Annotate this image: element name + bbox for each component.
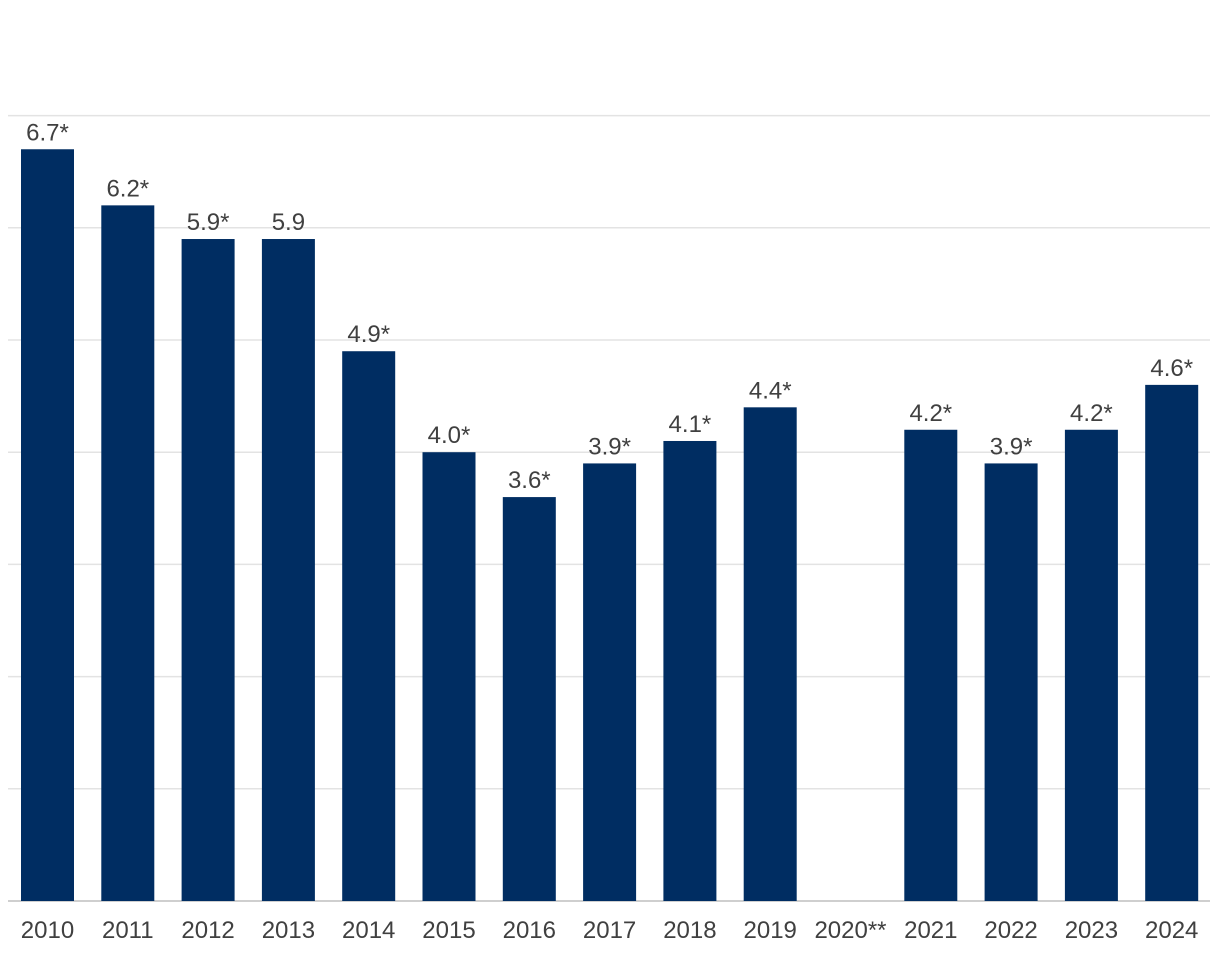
x-tick-label: 2014 xyxy=(342,917,395,944)
bar-2015 xyxy=(422,452,476,901)
x-tick-label: 2017 xyxy=(583,917,636,944)
x-tick-label: 2019 xyxy=(744,917,797,944)
x-tick-label: 2022 xyxy=(984,917,1037,944)
data-label: 4.0* xyxy=(428,422,471,449)
data-label: 6.2* xyxy=(106,175,149,202)
x-tick-label: 2012 xyxy=(181,917,234,944)
bar-2013 xyxy=(261,239,315,901)
x-axis-tick-labels: 2010 2011 2012 2013 2014 2015 2016 2017 2018 2019… xyxy=(21,917,1199,944)
data-label: 3.9* xyxy=(990,433,1033,460)
data-label: 4.1* xyxy=(669,411,712,438)
bar-2022 xyxy=(984,463,1038,901)
data-label: 4.2* xyxy=(1070,400,1113,427)
data-label: 4.9* xyxy=(347,321,390,348)
x-tick-label: 2021 xyxy=(904,917,957,944)
x-tick-label: 2023 xyxy=(1065,917,1118,944)
bar-2021 xyxy=(904,429,958,901)
x-tick-label: 2010 xyxy=(21,917,74,944)
x-tick-label: 2016 xyxy=(503,917,556,944)
x-tick-label: 2015 xyxy=(422,917,475,944)
x-tick-label: 2020** xyxy=(814,917,886,944)
x-tick-label: 2011 xyxy=(102,917,154,944)
bar-2014 xyxy=(342,351,396,902)
data-label: 3.9* xyxy=(588,433,631,460)
bar-2018 xyxy=(663,440,717,901)
data-label: 5.9 xyxy=(272,209,305,236)
bar-2023 xyxy=(1064,429,1118,901)
data-label: 4.6* xyxy=(1150,355,1193,382)
bars xyxy=(21,149,1199,902)
data-label: 3.6* xyxy=(508,467,551,494)
x-tick-label: 2013 xyxy=(262,917,315,944)
bar-2016 xyxy=(502,497,556,901)
data-label: 6.7* xyxy=(26,119,69,146)
data-label: 4.4* xyxy=(749,377,792,404)
data-labels: 6.7* 6.2* 5.9* 5.9 4.9* 4.0* 3.6* 3.9* 4.1* 4.4* 4… xyxy=(26,119,1193,494)
bar-2011 xyxy=(101,205,155,902)
bar-2024 xyxy=(1145,384,1199,901)
bar-2010 xyxy=(21,149,74,901)
data-label: 4.2* xyxy=(909,400,952,427)
x-tick-label: 2024 xyxy=(1145,917,1198,944)
bar-2017 xyxy=(583,463,637,901)
bar-2012 xyxy=(181,239,235,901)
x-tick-label: 2018 xyxy=(663,917,716,944)
bar-2019 xyxy=(743,407,797,901)
data-label: 5.9* xyxy=(187,209,230,236)
